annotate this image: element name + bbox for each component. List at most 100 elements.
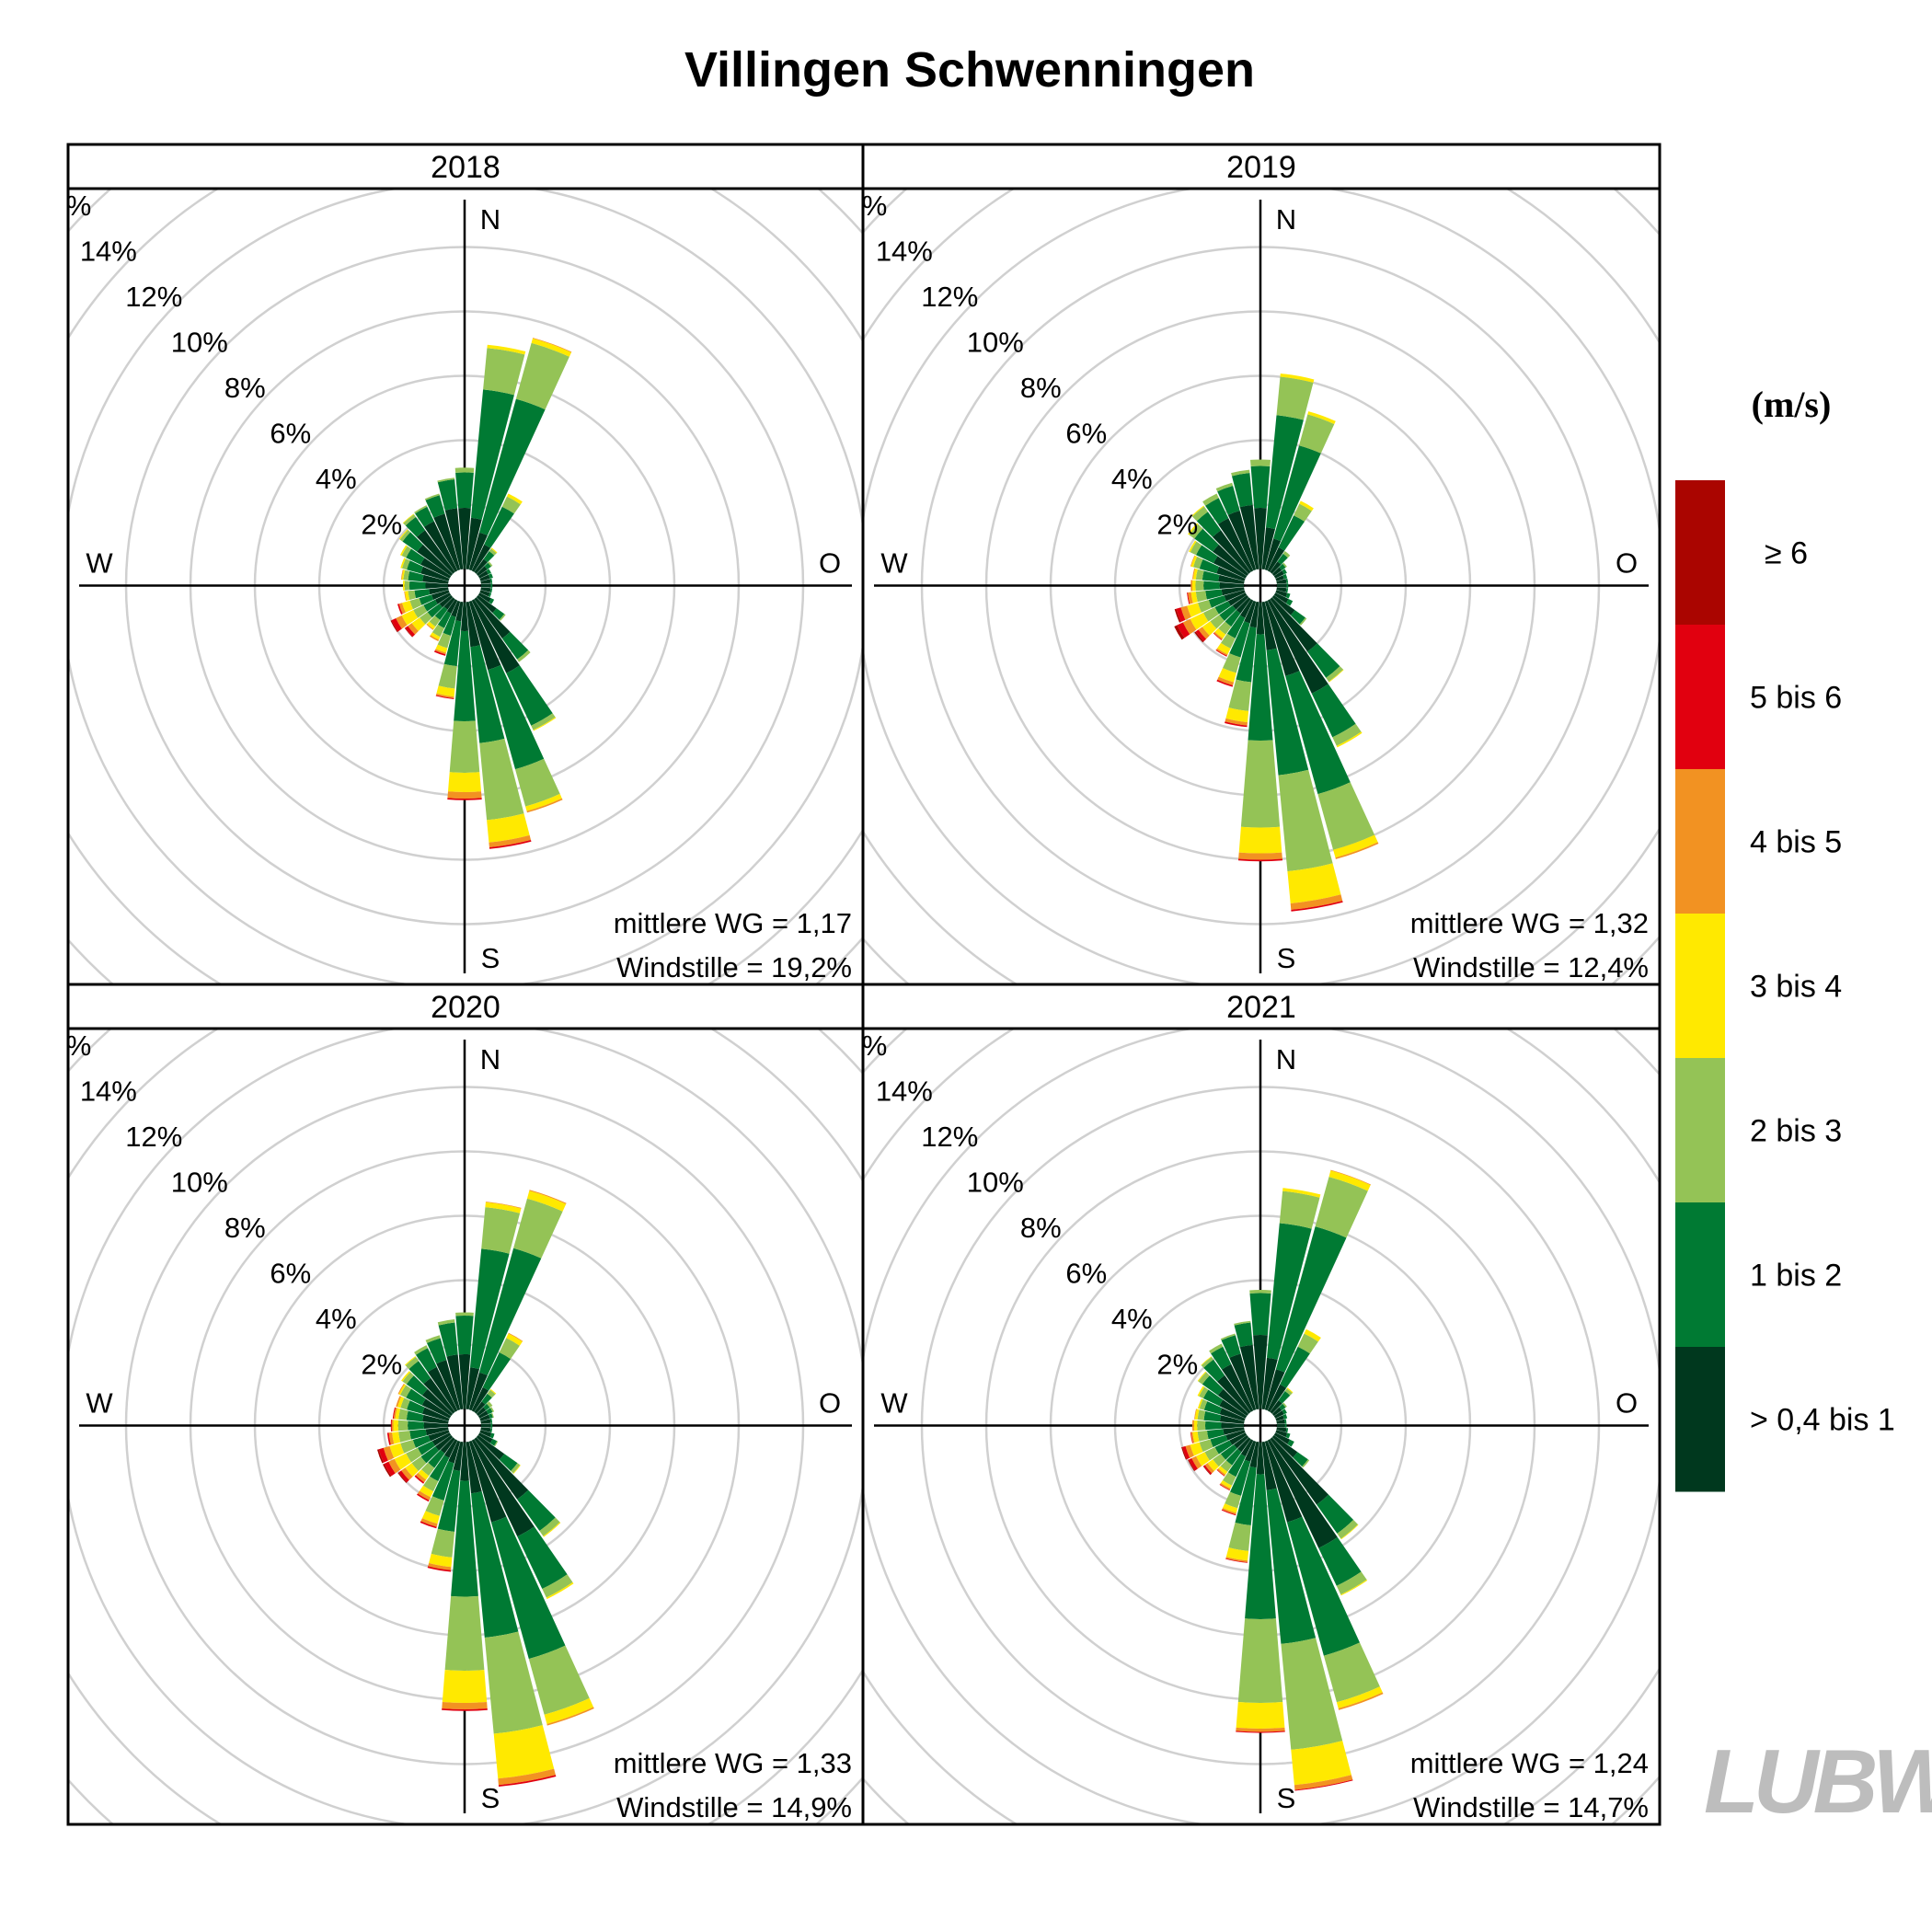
rose-segment bbox=[1267, 546, 1285, 572]
rose-segment bbox=[470, 645, 505, 743]
ring-label: 14% bbox=[80, 235, 137, 267]
rose-segment bbox=[392, 1407, 396, 1420]
compass-s: S bbox=[481, 1782, 500, 1814]
rose-segment bbox=[396, 1396, 402, 1408]
rose-segment bbox=[1282, 1409, 1287, 1415]
ring-label: 10% bbox=[967, 1166, 1024, 1198]
rose-segment bbox=[474, 597, 511, 638]
rose-segment bbox=[476, 566, 488, 577]
rose-segment bbox=[1195, 580, 1204, 592]
rose-segment bbox=[423, 1422, 449, 1429]
rose-segment bbox=[471, 1386, 489, 1412]
rose-segment bbox=[408, 1420, 424, 1431]
rose-segment bbox=[1203, 1401, 1223, 1415]
rose-segment bbox=[1285, 592, 1291, 599]
rose-segment bbox=[1287, 863, 1341, 903]
rose-segment bbox=[1284, 1388, 1293, 1396]
mean-speed-label: mittlere WG = 1,32 bbox=[1410, 907, 1649, 939]
rose-segment bbox=[1271, 1434, 1298, 1458]
rose-segment bbox=[402, 600, 413, 613]
ring-label: 16% bbox=[830, 1029, 887, 1062]
rose-segment bbox=[1219, 1415, 1245, 1424]
rose-segment bbox=[1209, 1343, 1224, 1354]
rose-segment bbox=[435, 695, 454, 699]
rose-segment bbox=[436, 1360, 461, 1411]
rose-segment bbox=[425, 495, 445, 518]
rose-segment bbox=[479, 1430, 492, 1438]
rose-segment bbox=[1202, 493, 1219, 506]
ring-label: 6% bbox=[1065, 417, 1107, 449]
compass-n: N bbox=[480, 203, 500, 236]
rose-segment bbox=[1218, 574, 1245, 584]
rose-segment bbox=[1236, 1727, 1285, 1732]
rose-segment bbox=[1276, 579, 1287, 584]
rose-segment bbox=[542, 1574, 573, 1598]
rose-segment bbox=[408, 590, 416, 601]
ring-label: 16% bbox=[830, 190, 887, 222]
rose-segment bbox=[479, 574, 490, 581]
rose-segment bbox=[1240, 1439, 1254, 1457]
rose-segment bbox=[508, 1332, 523, 1342]
rose-segment bbox=[1323, 1642, 1380, 1703]
rose-segment bbox=[429, 615, 441, 627]
rose-segment bbox=[397, 604, 403, 615]
rose-segment bbox=[460, 1442, 469, 1481]
legend-label: 4 bis 5 bbox=[1750, 825, 1842, 860]
rose-segment bbox=[1279, 1403, 1286, 1410]
rose-segment bbox=[1187, 592, 1190, 604]
compass-o: O bbox=[1616, 547, 1638, 580]
rose-segment bbox=[401, 1467, 413, 1480]
rose-segment bbox=[444, 1595, 485, 1671]
rose-segment bbox=[428, 1563, 452, 1570]
rose-segment bbox=[476, 1434, 505, 1460]
rose-segment bbox=[1192, 1432, 1200, 1443]
rose-segment bbox=[1193, 569, 1198, 580]
rose-segment bbox=[416, 1348, 437, 1373]
rose-segment bbox=[483, 551, 495, 563]
rose-segment bbox=[404, 591, 407, 602]
rose-segment bbox=[431, 1528, 455, 1558]
rose-segment bbox=[1317, 782, 1375, 850]
rose-segment bbox=[438, 663, 457, 689]
rose-segment bbox=[421, 1462, 435, 1477]
rose-segment bbox=[1194, 1409, 1197, 1420]
rose-segment bbox=[544, 1697, 594, 1724]
ring-label: 2% bbox=[1156, 508, 1198, 540]
rose-segment bbox=[1267, 1384, 1287, 1412]
rose-segment bbox=[397, 1383, 405, 1395]
rose-segment bbox=[1195, 629, 1207, 642]
rose-segment bbox=[515, 342, 569, 410]
rose-segment bbox=[409, 1429, 427, 1440]
compass-o: O bbox=[1616, 1387, 1638, 1420]
rose-segment bbox=[1336, 1571, 1367, 1595]
rose-segment bbox=[1264, 538, 1282, 571]
rose-segment bbox=[1283, 1419, 1287, 1423]
mean-speed-label: mittlere WG = 1,17 bbox=[614, 907, 852, 939]
rose-segment bbox=[1237, 1437, 1251, 1453]
rose-segment bbox=[405, 1463, 419, 1478]
rose-segment bbox=[1276, 1419, 1285, 1424]
rose-segment bbox=[486, 569, 491, 575]
rose-segment bbox=[1285, 671, 1351, 795]
rose-segment bbox=[402, 513, 414, 523]
rose-segment bbox=[1217, 642, 1231, 655]
rose-segment bbox=[533, 338, 572, 353]
rose-segment bbox=[1185, 1444, 1194, 1458]
rose-segment bbox=[474, 1401, 486, 1414]
rose-segment bbox=[517, 1526, 568, 1589]
rose-segment bbox=[1190, 555, 1198, 568]
rose-segment bbox=[398, 1409, 408, 1420]
rose-segment bbox=[425, 1496, 444, 1516]
rose-segment bbox=[470, 1248, 510, 1370]
rose-segment bbox=[406, 1410, 424, 1422]
rose-segment bbox=[1285, 1428, 1289, 1433]
rose-segment bbox=[1311, 684, 1356, 738]
rose-segment bbox=[1238, 852, 1282, 860]
rose-segment bbox=[489, 1418, 493, 1423]
rose-segment bbox=[506, 665, 553, 726]
rose-segment bbox=[1278, 769, 1333, 872]
rose-segment bbox=[1293, 1452, 1308, 1467]
rose-segment bbox=[1249, 1293, 1271, 1336]
legend-swatch bbox=[1675, 914, 1725, 1059]
rose-segment bbox=[1220, 1333, 1236, 1340]
